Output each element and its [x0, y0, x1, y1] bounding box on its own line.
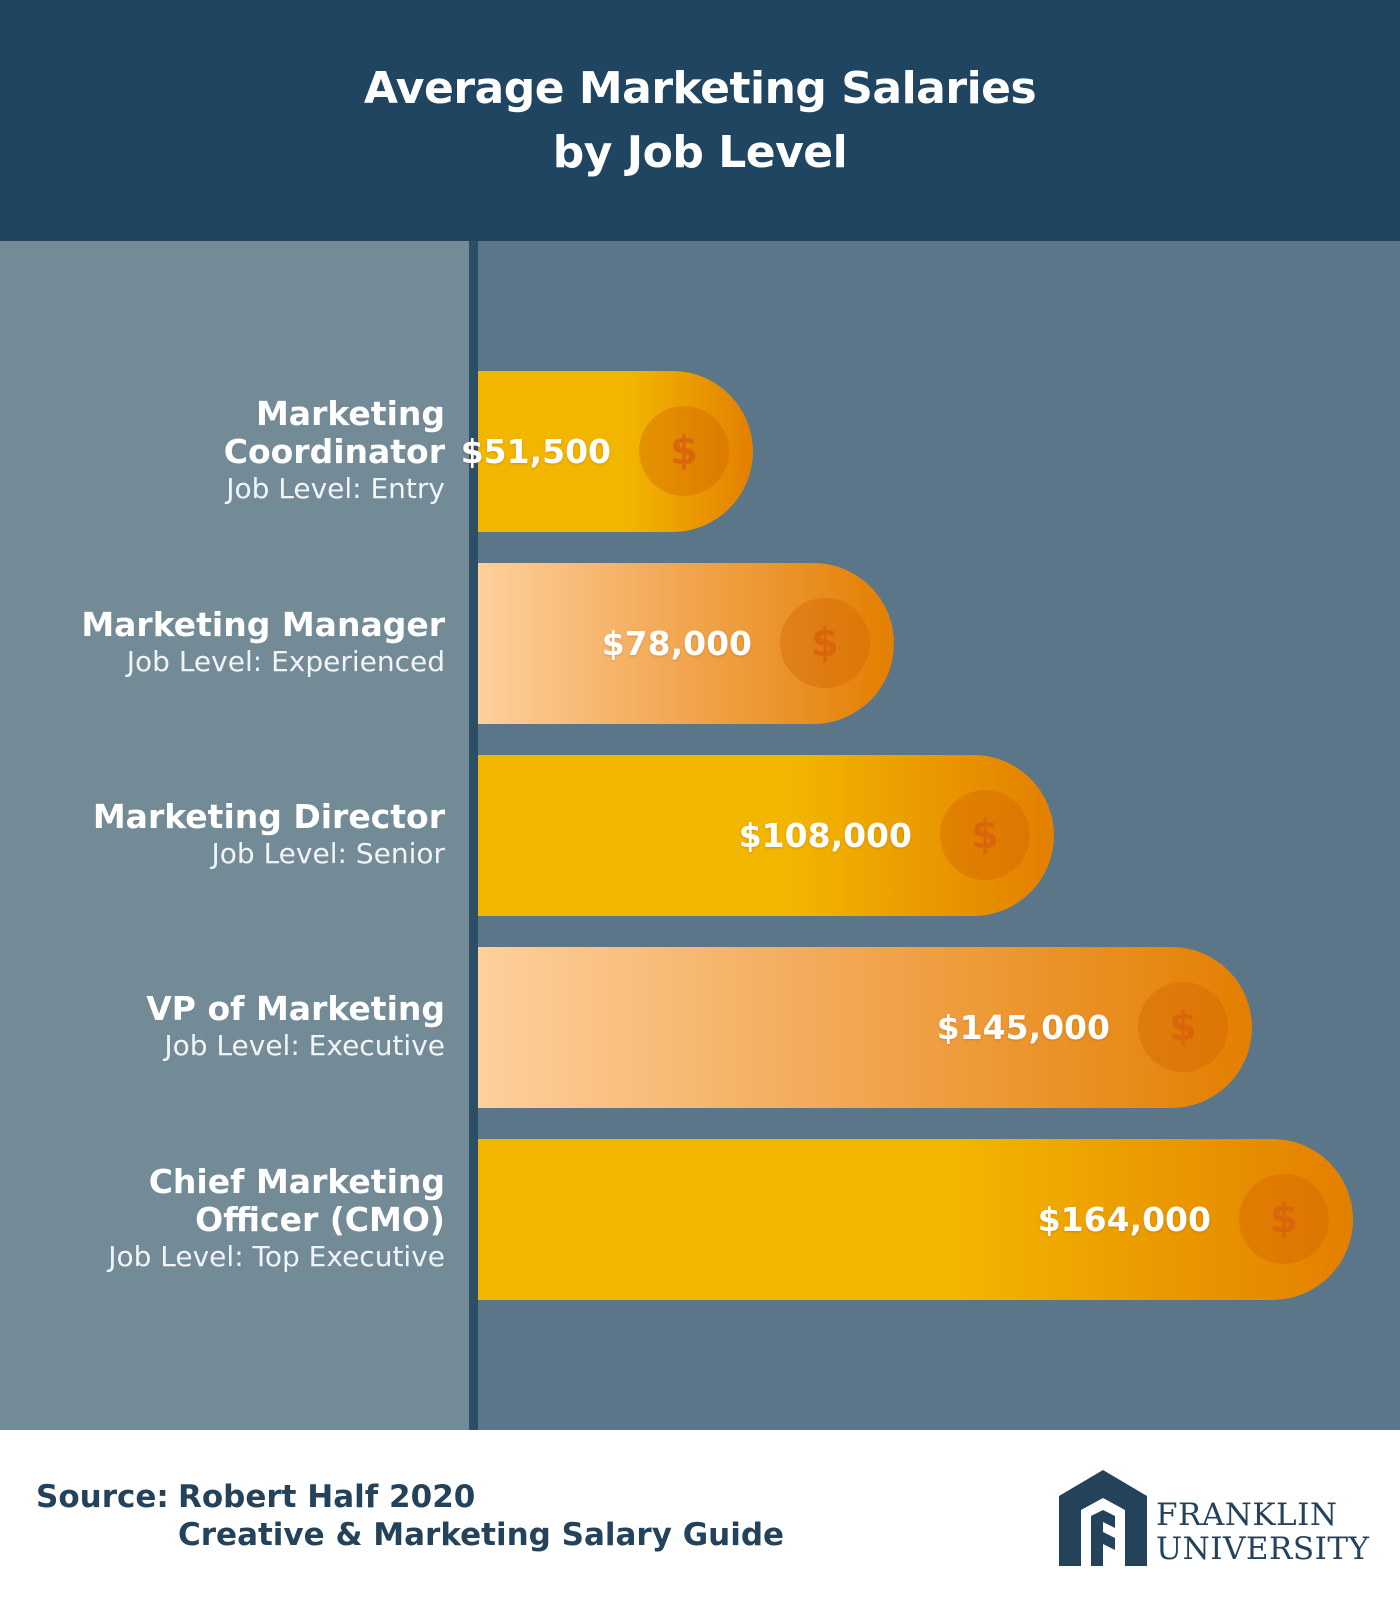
- footer: Source: Robert Half 2020 Creative & Mark…: [0, 1430, 1400, 1606]
- category-title-line: VP of Marketing: [146, 989, 445, 1028]
- bar-value-label: $51,500: [460, 431, 611, 471]
- logo-line-2: UNIVERSITY: [1156, 1531, 1370, 1567]
- category-label: Marketing Manager Job Level: Experienced: [5, 606, 445, 680]
- dollar-coin-icon: $: [940, 789, 1030, 880]
- category-title-line: Marketing: [255, 394, 445, 433]
- salary-bar: $145,000 $: [478, 946, 1252, 1108]
- dollar-coin-icon: $: [1138, 981, 1228, 1072]
- salary-bar: $164,000 $: [478, 1138, 1353, 1300]
- dollar-coin-icon: $: [639, 405, 729, 496]
- chart-plot-area: Marketing Coordinator Job Level: Entry $51,…: [0, 241, 1400, 1430]
- category-job-level: Job Level: Senior: [211, 837, 445, 870]
- category-title-line: Chief Marketing: [148, 1162, 445, 1201]
- salary-bar: $108,000 $: [478, 754, 1054, 916]
- salary-bar: $51,500 $: [461, 370, 753, 532]
- dollar-coin-icon: $: [1239, 1173, 1329, 1264]
- category-label: VP of Marketing Job Level: Executive: [5, 990, 445, 1064]
- salary-bar: $78,000 $: [478, 562, 894, 724]
- category-label-panel: [0, 241, 469, 1430]
- bar-value-label: $164,000: [1037, 1199, 1211, 1239]
- category-title-line: Marketing Manager: [81, 605, 445, 644]
- bar-value-label: $78,000: [601, 623, 752, 663]
- source-label: Source:: [36, 1479, 169, 1515]
- source-citation: Robert Half 2020 Creative & Marketing Sa…: [178, 1478, 784, 1554]
- franklin-arch-logo-icon: [1059, 1470, 1147, 1566]
- logo-line-1: FRANKLIN: [1156, 1497, 1338, 1533]
- category-title-line: Coordinator: [223, 432, 445, 471]
- category-axis-line: [469, 241, 478, 1430]
- category-title-line: Officer (CMO): [195, 1200, 445, 1239]
- category-job-level: Job Level: Top Executive: [108, 1240, 445, 1273]
- source-line-2: Creative & Marketing Salary Guide: [178, 1517, 785, 1553]
- category-job-level: Job Level: Experienced: [126, 645, 445, 678]
- chart-title-line-1: Average Marketing Salaries: [363, 62, 1037, 114]
- bar-value-label: $108,000: [738, 815, 912, 855]
- category-label: Marketing Coordinator Job Level: Entry: [5, 395, 445, 507]
- dollar-coin-icon: $: [780, 597, 870, 688]
- university-logo-wordmark: FRANKLIN UNIVERSITY: [1156, 1498, 1369, 1566]
- bar-value-label: $145,000: [936, 1007, 1110, 1047]
- category-label: Marketing Director Job Level: Senior: [5, 798, 445, 872]
- chart-title-line-2: by Job Level: [552, 126, 848, 178]
- chart-header: Average Marketing Salaries by Job Level: [0, 0, 1400, 241]
- category-job-level: Job Level: Executive: [164, 1029, 445, 1062]
- category-title-line: Marketing Director: [92, 797, 445, 836]
- category-job-level: Job Level: Entry: [226, 472, 445, 505]
- category-label: Chief Marketing Officer (CMO) Job Level: T…: [5, 1163, 445, 1275]
- source-line-1: Robert Half 2020: [178, 1479, 476, 1515]
